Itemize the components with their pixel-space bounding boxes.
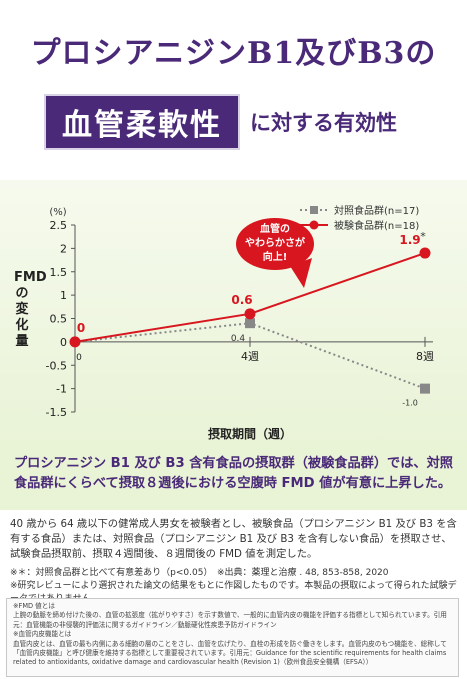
- data-label-control: 0.4: [231, 334, 246, 344]
- point-test: [419, 247, 431, 259]
- summary-text: プロシアニジン B1 及び B3 含有食品の摂取群（被験食品群）では、対照食品群…: [14, 456, 453, 491]
- y-tick-label: 1: [60, 289, 67, 302]
- fine-fmd-heading: ※FMD 値とは: [13, 602, 55, 610]
- title-line-2: 血管柔軟性 に対する有効性: [44, 94, 397, 150]
- y-tick-label: 0: [60, 336, 67, 349]
- fine-fmd-text: 上腕の動脈を締め付けた後の、血管の拡張度（拡がりやすさ）を示す数値で、一般的に血…: [13, 611, 447, 629]
- note-significance: ※＊：対照食品群と比べて有意差あり（p<0.05） ※出典：薬理と治療 . 48…: [10, 568, 389, 578]
- title-highlight: 血管柔軟性: [44, 94, 240, 150]
- y-tick-label: -1.5: [46, 406, 67, 419]
- callout-line-2: やわらかさが: [245, 238, 305, 249]
- x-axis-title: 摂取期間（週）: [208, 426, 292, 441]
- legend-marker-test: [309, 220, 319, 230]
- point-control: [420, 383, 430, 394]
- fine-endothelium-heading: ※血管内皮機能とは: [13, 630, 72, 639]
- y-tick-label: 0.5: [50, 313, 68, 326]
- significance-mark: *: [420, 230, 426, 243]
- data-label-control: -1.0: [402, 399, 418, 408]
- title-rest: に対する有効性: [250, 110, 397, 135]
- y-tick-label: 2.5: [50, 219, 68, 232]
- data-label-test: 1.9: [399, 233, 420, 247]
- chart-area: (%) 2.5 2 1.5 1 0.5 0 -0.5 -1 -1.5 0 4週 8週摂取期間（週） 0.4…: [0, 180, 467, 448]
- callout-line-3: 向上!: [262, 252, 288, 263]
- y-tick-label: -0.5: [46, 359, 67, 372]
- callout-bubble: 血管の やわらかさが 向上!: [236, 218, 314, 270]
- data-label-test: 0.6: [231, 293, 252, 307]
- y-unit-label: (%): [49, 207, 66, 218]
- title-line-1: プロシアニジンB1及びB3の: [30, 36, 437, 71]
- y-tick-label: 1.5: [50, 266, 68, 279]
- data-label-test: 0: [77, 321, 85, 335]
- legend-label-control: 対照食品群(n=17): [334, 204, 419, 217]
- summary-box: プロシアニジン B1 及び B3 含有食品の摂取群（被験食品群）では、対照食品群…: [0, 448, 467, 510]
- point-test: [244, 308, 256, 320]
- legend-marker-control: [310, 206, 318, 214]
- x-tick-label: 8週: [416, 350, 434, 363]
- fine-endothelium-text: 血管内皮とは、血管の最も内側にある細胞の層のことをさし、血管を広げたり、血栓の形…: [13, 639, 447, 667]
- point-control: [245, 318, 255, 329]
- y-tick-label: -1: [56, 383, 67, 396]
- callout-line-1: 血管の: [260, 224, 290, 235]
- y-tick-label: 2: [60, 242, 67, 255]
- x-tick-label: 0: [76, 353, 82, 363]
- x-tick-label: 4週: [241, 350, 259, 363]
- legend-label-test: 被験食品群(n=18): [334, 219, 419, 232]
- fine-print-box: ※FMD 値とは 上腕の動脈を締め付けた後の、血管の拡張度（拡がりやすさ）を示す…: [6, 598, 459, 677]
- study-description: 40 歳から 64 歳以下の健常成人男女を被験者とし、被験食品（プロシアニジン …: [10, 518, 457, 560]
- y-axis-label: FMDの変化量: [14, 270, 47, 349]
- point-test: [69, 336, 81, 348]
